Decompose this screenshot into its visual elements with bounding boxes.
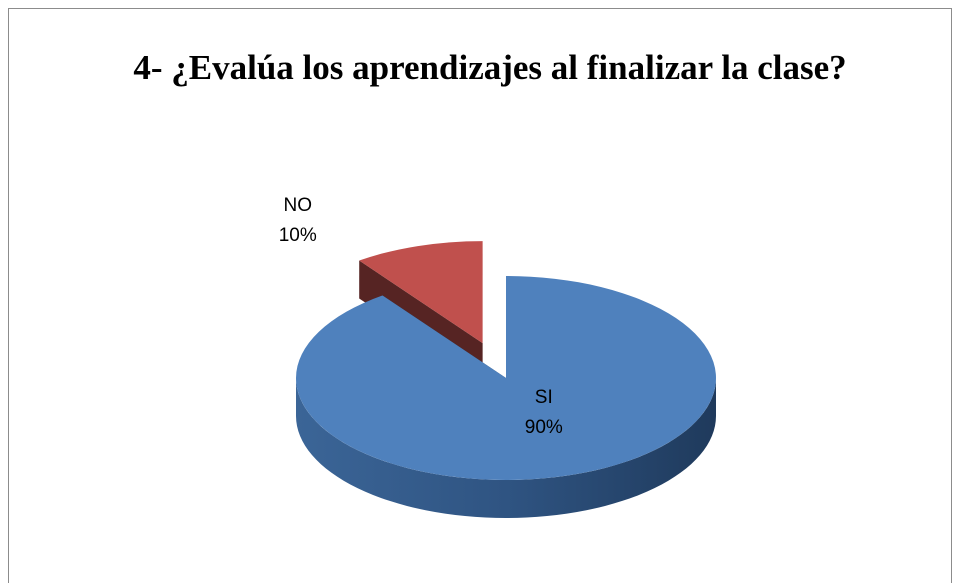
data-label-value: 90% (525, 417, 563, 438)
chart-frame (8, 8, 952, 583)
slice-side (296, 378, 716, 518)
slice (359, 241, 483, 344)
data-label-value: 10% (279, 225, 317, 246)
chart-title: 4- ¿Evalúa los aprendizajes al finalizar… (133, 48, 847, 87)
data-label-category: NO (283, 195, 312, 216)
slice (296, 276, 716, 481)
data-label-category: SI (535, 387, 553, 408)
